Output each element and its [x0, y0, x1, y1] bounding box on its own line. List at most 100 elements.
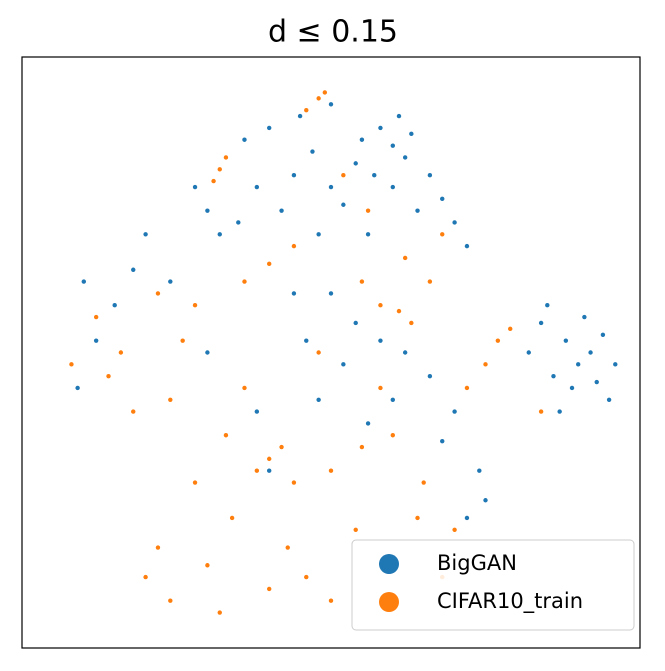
scatter-point [254, 184, 260, 190]
scatter-point [291, 243, 297, 249]
legend-label: BigGAN [437, 551, 517, 575]
scatter-point [155, 545, 161, 550]
scatter-point [341, 362, 346, 367]
scatter-point [267, 261, 272, 267]
scatter-point [613, 362, 618, 367]
legend-box [351, 539, 635, 631]
scatter-point [378, 125, 383, 131]
scatter-point [180, 338, 185, 343]
scatter-point [267, 125, 272, 131]
scatter-point [205, 563, 210, 568]
scatter-point [415, 515, 420, 521]
scatter-point [279, 444, 284, 450]
scatter-point [267, 456, 272, 462]
scatter-point [316, 397, 321, 402]
scatter-point [588, 350, 593, 355]
scatter-point [402, 350, 408, 355]
scatter-point [291, 291, 297, 296]
scatter-point [242, 137, 247, 142]
scatter-point [421, 480, 426, 485]
scatter-point [495, 338, 501, 343]
scatter-point [267, 468, 272, 473]
scatter-point [452, 527, 457, 532]
scatter-point [526, 350, 531, 355]
scatter-point [304, 338, 309, 343]
scatter-point [93, 314, 99, 320]
scatter-point [217, 167, 222, 172]
scatter-point [576, 362, 581, 367]
scatter-point [328, 102, 334, 107]
scatter-point [69, 362, 74, 367]
scatter-point [285, 545, 290, 550]
scatter-point [236, 220, 241, 225]
scatter-point [563, 338, 569, 343]
scatter-point [402, 255, 408, 261]
scatter-point [551, 373, 556, 379]
scatter-point [483, 498, 488, 503]
scatter-point [211, 178, 216, 184]
scatter-point [75, 385, 80, 391]
scatter-point [291, 173, 297, 178]
scatter-point [452, 220, 457, 225]
scatter-point [396, 113, 402, 119]
scatter-point [316, 350, 321, 355]
scatter-point [297, 113, 303, 119]
legend-marker [379, 554, 399, 574]
scatter-point [365, 421, 371, 426]
scatter-point [217, 610, 222, 615]
scatter-point [390, 184, 395, 190]
scatter-point [359, 279, 365, 284]
chart-title: d ≤ 0.15 [268, 15, 398, 50]
scatter-point [242, 385, 247, 391]
scatter-point [143, 574, 148, 580]
axes-frame [21, 56, 641, 649]
scatter-point [205, 208, 210, 213]
scatter-point [427, 279, 433, 284]
scatter-point [217, 232, 222, 237]
scatter-point [131, 267, 136, 272]
scatter-point [291, 480, 297, 485]
scatter-point [390, 143, 395, 148]
scatter-point [353, 527, 358, 532]
scatter-point [223, 155, 229, 160]
scatter-point [93, 338, 99, 343]
scatter-point [378, 385, 383, 391]
scatter-point [378, 338, 383, 343]
scatter-point [557, 409, 562, 414]
scatter-point [390, 433, 395, 438]
scatter-point [242, 279, 247, 284]
scatter-point [427, 173, 433, 178]
scatter-point [359, 444, 365, 450]
scatter-point [229, 515, 235, 521]
scatter-point [452, 409, 457, 414]
scatter-point [316, 96, 321, 101]
scatter-point [192, 184, 198, 190]
scatter-point [464, 515, 470, 521]
scatter-point [464, 243, 470, 249]
scatter-point [464, 385, 470, 391]
scatter-point [118, 350, 124, 355]
scatter-point [155, 291, 161, 296]
legend-marker [379, 592, 399, 612]
scatter-point [223, 433, 229, 438]
scatter-point [168, 279, 173, 284]
scatter-point [341, 202, 346, 207]
scatter-point [254, 409, 260, 414]
legend: BigGAN CIFAR10_train [351, 539, 635, 631]
scatter-point [440, 232, 445, 237]
scatter-point [328, 468, 334, 473]
scatter-point [192, 480, 198, 485]
scatter-point [328, 598, 334, 603]
scatter-point [396, 308, 402, 314]
scatter-point [372, 173, 377, 178]
scatter-point [409, 320, 414, 326]
scatter-point [538, 409, 544, 414]
scatter-point [606, 397, 612, 402]
scatter-point [81, 279, 87, 284]
scatter-point [569, 385, 575, 391]
scatter-point [365, 208, 371, 213]
plot-area [69, 90, 618, 615]
scatter-point [427, 373, 433, 379]
scatter-point [409, 131, 414, 137]
